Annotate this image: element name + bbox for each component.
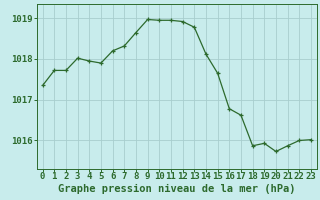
X-axis label: Graphe pression niveau de la mer (hPa): Graphe pression niveau de la mer (hPa): [58, 184, 296, 194]
